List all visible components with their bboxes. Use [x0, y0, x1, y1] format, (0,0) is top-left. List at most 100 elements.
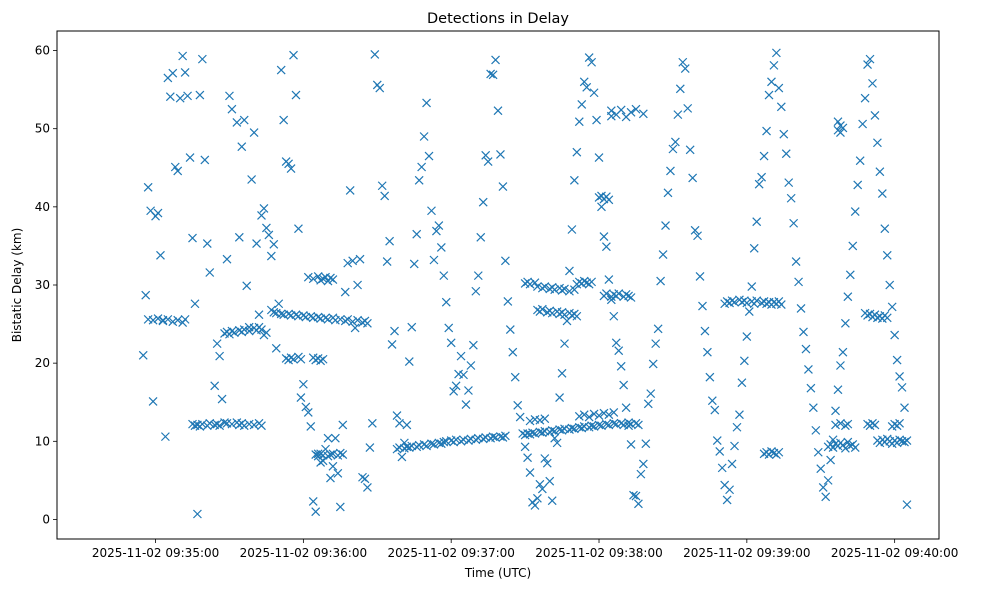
detection-marker [232, 118, 242, 127]
detection-marker [537, 283, 547, 293]
detection-marker [868, 418, 877, 428]
detection-marker [799, 327, 808, 337]
detection-marker [387, 339, 397, 349]
detection-marker [436, 243, 446, 252]
detection-marker [431, 226, 441, 236]
detection-marker [525, 279, 535, 289]
detection-marker [594, 420, 604, 430]
detection-marker [242, 281, 252, 291]
detection-marker [833, 385, 843, 395]
detection-marker [525, 468, 535, 477]
detection-marker [621, 289, 631, 299]
x-tick-label-4: 2025-11-02 09:39:00 [683, 546, 810, 560]
detection-marker [574, 117, 584, 127]
detection-marker [609, 311, 619, 321]
detection-marker [402, 420, 412, 430]
detection-marker [392, 411, 402, 420]
detection-marker [828, 443, 838, 452]
detection-marker [382, 257, 392, 266]
detection-marker [836, 418, 845, 428]
detection-marker [880, 224, 890, 234]
detection-marker [542, 458, 552, 468]
detection-marker [486, 69, 496, 79]
detection-marker [737, 378, 747, 388]
detection-marker [816, 464, 826, 474]
detection-marker [476, 232, 486, 242]
detection-marker [557, 368, 567, 378]
detection-marker [754, 179, 764, 189]
detection-marker [318, 274, 328, 284]
detection-marker [717, 463, 727, 473]
x-tick-label-1: 2025-11-02 09:36:00 [240, 546, 367, 560]
detection-marker [885, 280, 895, 290]
detection-marker [845, 441, 855, 451]
detection-marker [540, 454, 550, 463]
detection-marker [197, 419, 207, 429]
detection-marker [532, 282, 542, 291]
detection-marker [220, 418, 229, 427]
detection-marker [138, 350, 148, 360]
detection-marker [439, 437, 449, 447]
detection-marker [279, 115, 289, 125]
detection-marker [626, 440, 636, 449]
detection-marker [710, 405, 720, 415]
detection-marker [843, 437, 853, 447]
detection-marker [153, 208, 163, 218]
detection-marker [456, 351, 466, 361]
detection-marker [321, 313, 330, 323]
detection-marker [567, 225, 577, 234]
detection-marker [730, 441, 739, 451]
detection-marker [481, 150, 491, 160]
detection-marker [259, 203, 269, 213]
detection-marker [530, 278, 540, 288]
detection-marker [363, 482, 372, 492]
detection-marker [584, 53, 594, 62]
y-tick-label-6: 60 [35, 44, 50, 58]
detection-marker [306, 422, 316, 431]
detection-marker [759, 151, 769, 161]
detection-marker [464, 386, 473, 395]
detection-marker [488, 70, 498, 80]
detection-marker [459, 370, 468, 380]
detection-marker [609, 407, 619, 417]
detection-marker [789, 218, 799, 228]
detection-marker [239, 325, 249, 334]
detection-marker [757, 172, 767, 182]
detection-marker [296, 354, 306, 364]
detection-marker [858, 119, 868, 129]
detection-marker [836, 361, 845, 370]
detection-marker [604, 275, 614, 284]
detection-marker [247, 175, 257, 184]
detection-marker [767, 447, 776, 456]
detection-marker [735, 410, 744, 420]
detection-marker [690, 225, 700, 235]
detection-marker [882, 250, 892, 260]
detection-marker [289, 354, 298, 364]
detection-marker [296, 393, 306, 402]
detection-marker [747, 282, 757, 291]
detection-marker [444, 323, 454, 333]
detection-marker [624, 421, 633, 431]
detection-marker [180, 67, 190, 77]
detection-marker [471, 286, 481, 296]
detection-marker [614, 346, 624, 356]
detection-marker [165, 92, 175, 102]
y-tick-label-4: 40 [35, 200, 50, 214]
detection-marker [550, 285, 560, 295]
detection-marker [227, 326, 237, 336]
detection-marker [311, 507, 321, 517]
detection-marker [407, 322, 417, 332]
detection-marker [429, 255, 439, 265]
detection-marker [532, 493, 542, 503]
detection-marker [370, 50, 380, 59]
detection-marker [895, 372, 905, 381]
detection-marker [183, 91, 192, 101]
x-axis: 2025-11-02 09:35:00 2025-11-02 09:36:00 20… [92, 539, 958, 560]
detection-marker [767, 77, 776, 87]
detection-marker [562, 316, 572, 326]
detection-marker [863, 311, 872, 320]
detection-marker [330, 433, 340, 443]
detection-marker [404, 357, 414, 367]
detection-marker [638, 459, 648, 469]
detection-marker [698, 301, 707, 311]
